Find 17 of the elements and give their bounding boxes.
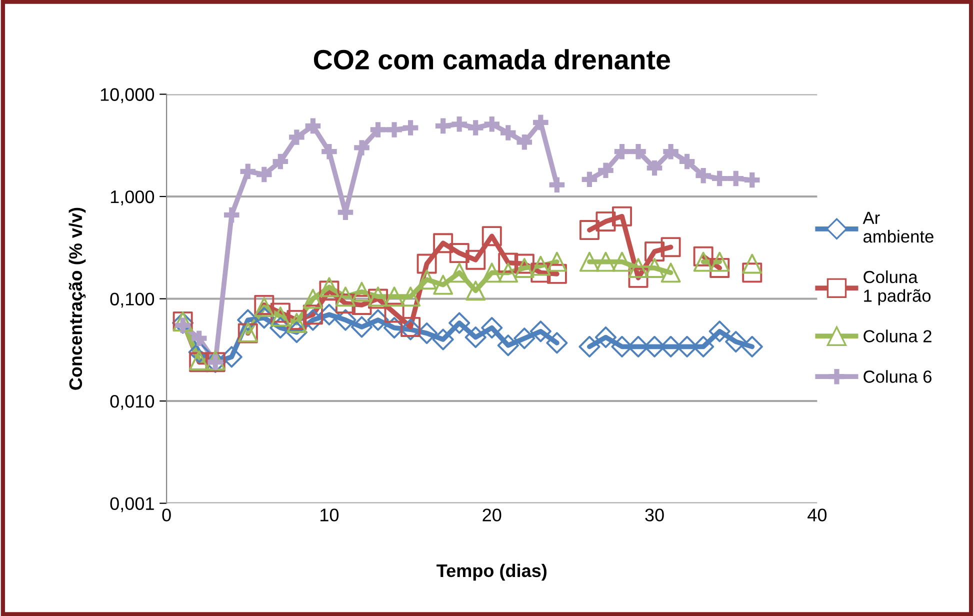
y-tick-label: 1,000 <box>110 190 154 206</box>
x-tick-label: 0 <box>162 508 171 522</box>
x-tick-label: 40 <box>808 508 827 522</box>
y-tick-label: 0,001 <box>110 497 154 512</box>
x-tick-label: 20 <box>482 508 502 522</box>
y-axis-title: Concentração (% v/v) <box>68 208 86 390</box>
x-axis-title: Tempo (dias) <box>436 564 546 581</box>
y-tick-label: 10,000 <box>100 88 154 104</box>
legend-label: Coluna 6 <box>864 370 932 383</box>
y-tick-label: 0,010 <box>110 394 154 410</box>
legend-label: Coluna 2 <box>864 330 932 342</box>
x-tick-label: 10 <box>320 508 339 522</box>
y-tick-label: 0,100 <box>110 292 154 308</box>
x-tick-label: 30 <box>645 508 664 522</box>
legend-label: Ar ambiente <box>862 212 934 243</box>
legend-label: Coluna 1 padrão <box>864 270 931 306</box>
chart-title: CO2 com camada drenante <box>314 49 670 70</box>
